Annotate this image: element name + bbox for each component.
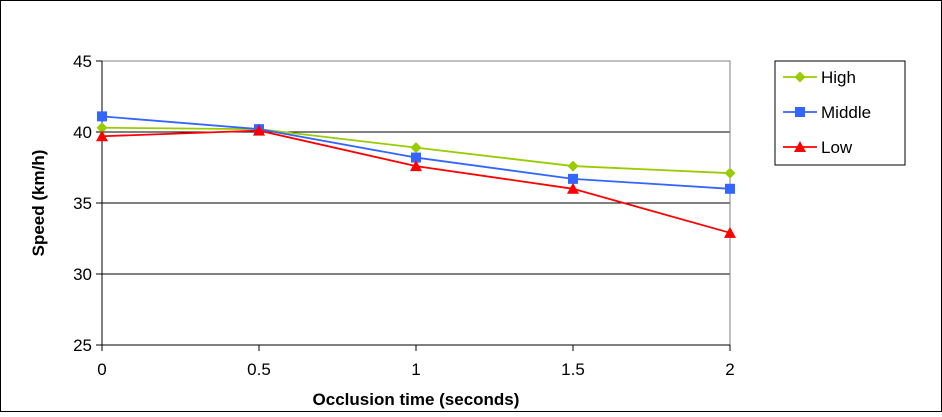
legend-label-middle: Middle: [821, 103, 871, 122]
legend-marker-high: [794, 71, 806, 83]
data-point-low: [96, 130, 108, 142]
legend-label-high: High: [821, 68, 856, 87]
data-point-high: [410, 142, 422, 154]
x-tick-label: 1: [411, 360, 420, 379]
data-point-middle: [411, 152, 421, 163]
data-point-low: [567, 182, 579, 194]
x-axis-title: Occlusion time (seconds): [313, 390, 520, 409]
y-axis-title: Speed (km/h): [29, 150, 48, 257]
data-point-middle: [568, 173, 578, 184]
legend-marker-low: [794, 141, 806, 152]
x-axis-ticks: 0 0.5 1 1.5 2: [97, 344, 735, 379]
data-point-low: [410, 160, 422, 172]
data-point-middle: [725, 183, 735, 194]
y-tick-label: 30: [73, 265, 92, 284]
x-tick-label: 0.5: [247, 360, 271, 379]
series-layer: [96, 111, 736, 238]
data-point-middle: [97, 111, 107, 122]
x-tick-label: 1.5: [561, 360, 585, 379]
data-point-high: [567, 160, 579, 172]
y-tick-label: 35: [73, 194, 92, 213]
data-point-high: [724, 167, 736, 179]
y-axis-ticks: 25 30 35 40 45: [73, 52, 103, 355]
data-point-high: [96, 122, 108, 134]
data-point-low: [253, 124, 265, 136]
data-point-low: [724, 226, 736, 238]
x-tick-label: 0: [97, 360, 106, 379]
y-tick-label: 45: [73, 52, 92, 71]
y-tick-label: 40: [73, 123, 92, 142]
legend: High Middle Low: [774, 60, 906, 166]
legend-marker-middle: [795, 107, 805, 117]
y-tick-label: 25: [73, 336, 92, 355]
legend-label-low: Low: [821, 138, 853, 157]
x-tick-label: 2: [725, 360, 734, 379]
